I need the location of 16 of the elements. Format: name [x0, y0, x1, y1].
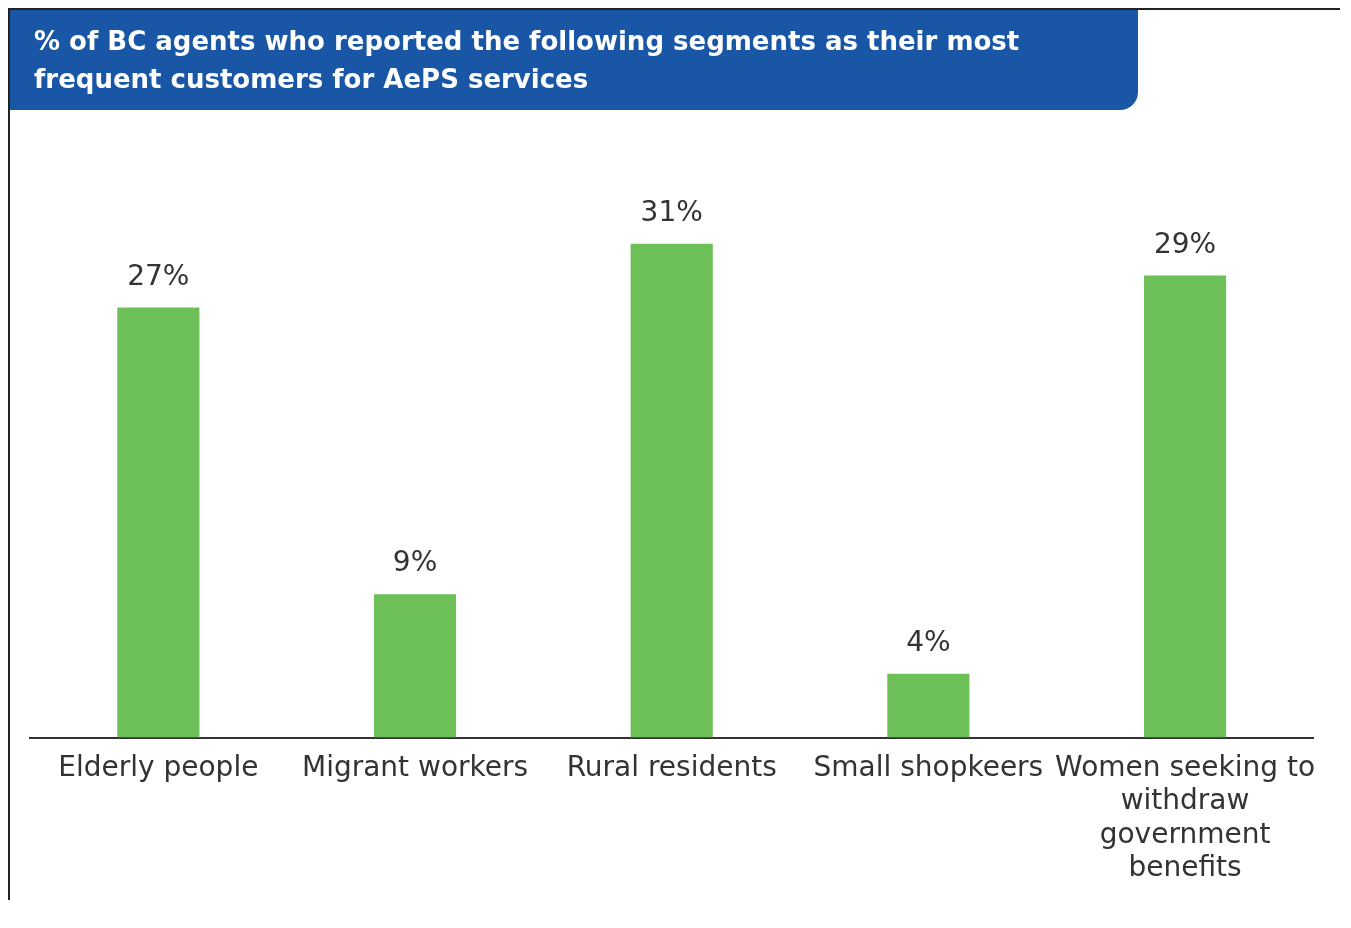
x-tick-label: Women seeking to withdraw government benefits [1055, 749, 1315, 884]
data-label: 27% [127, 258, 190, 292]
x-tick-label: Migrant workers [301, 749, 529, 783]
x-tick-label: Elderly people [58, 749, 259, 783]
bar [1143, 275, 1227, 738]
chart-title: % of BC agents who reported the following segments as their most frequent customers for AePS services [10, 10, 1138, 110]
bar [630, 243, 713, 738]
x-tick-label: Small shopkeers [813, 749, 1044, 783]
data-label: 9% [392, 545, 438, 579]
data-label: 4% [906, 625, 951, 659]
bar [373, 594, 457, 738]
data-label: 29% [1153, 226, 1217, 260]
bar [117, 307, 200, 738]
data-label: 31% [640, 195, 703, 229]
x-tick-label: Rural residents [566, 749, 777, 783]
bar [887, 673, 970, 738]
